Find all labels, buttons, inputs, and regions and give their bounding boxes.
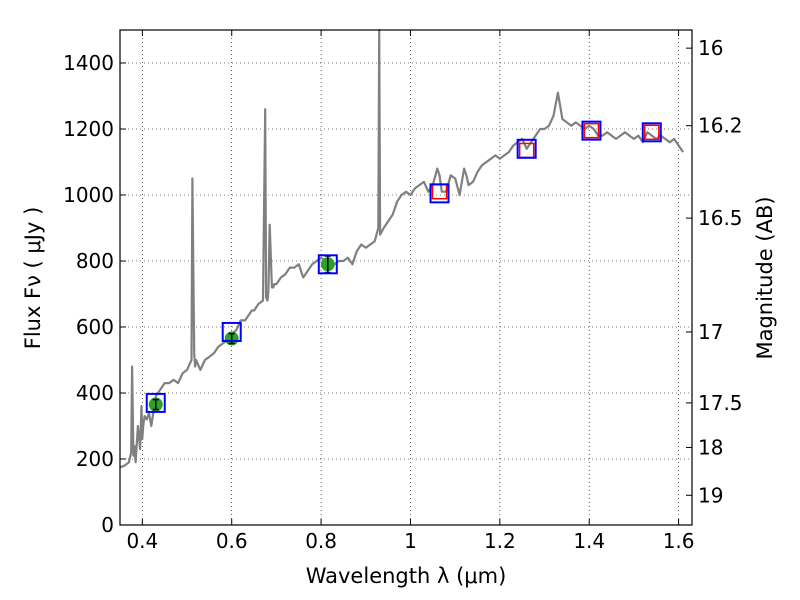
y2-tick-label: 18 <box>698 435 723 459</box>
blue-box-marker <box>145 392 166 413</box>
y2-tick-label: 16 <box>698 36 723 60</box>
blue-box-marker <box>317 254 338 275</box>
markers-layer <box>145 120 662 413</box>
y-axis: 0 200 400 600 800 1000 1200 1400 <box>63 51 126 537</box>
x-tick-label: 0.8 <box>305 529 337 553</box>
x-axis: 0.4 0.6 0.8 1 1.2 1.4 1.6 <box>126 30 695 553</box>
y2-tick-label: 16.5 <box>698 206 743 230</box>
y2-axis: 16 16.2 16.5 17 17.5 18 19 <box>686 36 743 507</box>
y-tick-label: 400 <box>76 381 114 405</box>
y2-tick-label: 17.5 <box>698 391 743 415</box>
red-box-marker <box>644 124 660 141</box>
y-tick-label: 1200 <box>63 117 114 141</box>
y2-tick-label: 17 <box>698 320 723 344</box>
x-tick-label: 1.4 <box>573 529 605 553</box>
spectrum-line <box>119 28 685 469</box>
y2-tick-label: 19 <box>698 483 723 507</box>
y-tick-label: 800 <box>76 249 114 273</box>
y-tick-label: 1400 <box>63 51 114 75</box>
y-axis-title: Flux Fν ( μJy ) <box>21 207 45 350</box>
x-axis-title: Wavelength λ (μm) <box>306 564 507 588</box>
y-tick-label: 200 <box>76 447 114 471</box>
y-tick-label: 0 <box>101 513 114 537</box>
spectrum-layer <box>119 28 685 469</box>
y-tick-label: 600 <box>76 315 114 339</box>
blue-box-marker <box>221 321 242 342</box>
y2-axis-title: Magnitude (AB) <box>753 196 777 359</box>
x-tick-label: 0.4 <box>126 529 158 553</box>
plot-frame <box>119 29 693 526</box>
blue-box-marker <box>581 120 602 141</box>
x-tick-label: 1.2 <box>484 529 516 553</box>
x-tick-label: 1 <box>404 529 417 553</box>
x-tick-label: 0.6 <box>216 529 248 553</box>
y-tick-label: 1000 <box>63 183 114 207</box>
y2-tick-label: 16.2 <box>698 114 743 138</box>
blue-box-marker <box>516 138 537 159</box>
x-tick-label: 1.6 <box>663 529 695 553</box>
red-box-marker <box>583 122 600 139</box>
blue-box-marker <box>641 122 662 143</box>
blue-box-marker <box>429 183 450 204</box>
